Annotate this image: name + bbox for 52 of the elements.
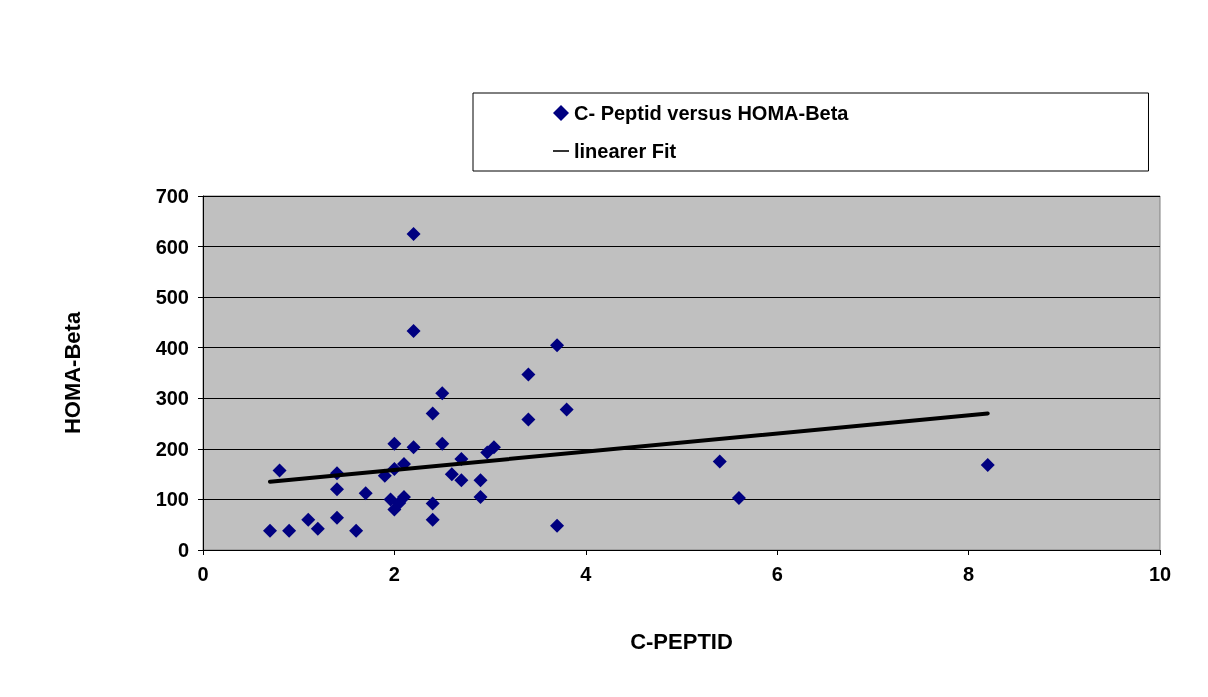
point bbox=[731, 490, 746, 505]
y-tick-label: 600 bbox=[155, 235, 189, 258]
point bbox=[301, 512, 316, 527]
legend-label: linearer Fit bbox=[574, 140, 677, 162]
point bbox=[406, 226, 421, 241]
point bbox=[425, 406, 440, 421]
y-tick-label: 400 bbox=[155, 336, 189, 359]
x-tick-label: 10 bbox=[1148, 563, 1172, 585]
point bbox=[444, 467, 459, 482]
x-tick-label: 0 bbox=[197, 563, 209, 585]
y-tick-label: 300 bbox=[155, 387, 189, 410]
point bbox=[329, 510, 344, 525]
point bbox=[712, 454, 727, 469]
x-tick-label: 6 bbox=[771, 563, 783, 585]
y-tick-label: 500 bbox=[155, 286, 189, 309]
x-axis-title: C-PEPTID bbox=[630, 628, 733, 654]
y-tick-label: 0 bbox=[177, 539, 189, 561]
point bbox=[550, 518, 565, 533]
point bbox=[473, 489, 488, 504]
point bbox=[480, 445, 495, 460]
point bbox=[396, 489, 411, 504]
point bbox=[980, 458, 995, 473]
x-tick-label: 4 bbox=[580, 563, 593, 585]
point bbox=[435, 386, 450, 401]
point bbox=[521, 412, 536, 427]
point bbox=[454, 473, 469, 488]
y-tick-label: 100 bbox=[155, 488, 189, 511]
point bbox=[406, 440, 421, 455]
point bbox=[358, 486, 373, 501]
point bbox=[406, 324, 421, 339]
x-tick-label: 2 bbox=[388, 563, 400, 585]
point bbox=[383, 492, 398, 507]
point bbox=[550, 338, 565, 353]
point bbox=[387, 502, 402, 517]
y-axis-title: HOMA-Beta bbox=[59, 311, 85, 435]
point bbox=[521, 367, 536, 382]
point bbox=[349, 523, 364, 538]
point bbox=[559, 402, 574, 417]
point bbox=[329, 482, 344, 497]
point bbox=[425, 512, 440, 527]
point bbox=[272, 463, 287, 478]
y-tick-label: 700 bbox=[155, 185, 189, 207]
point bbox=[473, 473, 488, 488]
legend-label: C- Peptid versus HOMA-Beta bbox=[574, 102, 850, 124]
point bbox=[282, 523, 297, 538]
point bbox=[425, 496, 440, 511]
point bbox=[387, 436, 402, 451]
x-tick-label: 8 bbox=[963, 563, 975, 585]
y-tick-label: 200 bbox=[155, 437, 189, 460]
point bbox=[262, 523, 277, 538]
point bbox=[435, 436, 450, 451]
point bbox=[310, 521, 325, 536]
